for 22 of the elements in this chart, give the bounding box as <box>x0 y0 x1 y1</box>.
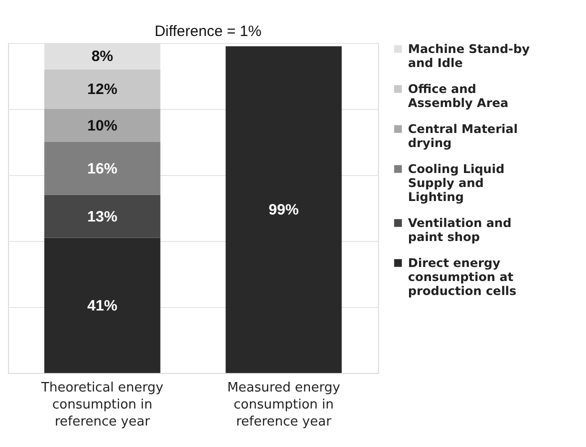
data-label: 8% <box>91 48 114 66</box>
bar <box>226 46 342 373</box>
text: Difference = 1% <box>154 23 262 40</box>
bar <box>44 142 160 195</box>
legend-label: Cooling Liquid Supply and Lighting <box>408 162 504 204</box>
bar <box>44 194 160 238</box>
data-label: 13% <box>87 208 118 226</box>
x-tick-label: Theoretical energy consumption in reference year <box>40 380 164 430</box>
legend-label: Central Material drying <box>408 122 518 150</box>
legend-label: Office and Assembly Area <box>408 82 508 110</box>
data-label: 16% <box>87 160 118 178</box>
bar <box>44 69 160 109</box>
data-label: 12% <box>87 81 118 98</box>
legend-label: Ventilation and paint shop <box>408 216 512 244</box>
bar <box>44 109 160 142</box>
legend-label: Direct energy consumption at production cells <box>408 256 516 298</box>
bar <box>44 238 160 373</box>
data-label: 10% <box>87 118 118 134</box>
legend-label: Machine Stand-by and Idle <box>408 42 530 70</box>
x-tick-label: Measured energy consumption in reference year <box>227 380 340 430</box>
data-label: 41% <box>87 297 118 314</box>
data-label: 99% <box>268 202 299 219</box>
